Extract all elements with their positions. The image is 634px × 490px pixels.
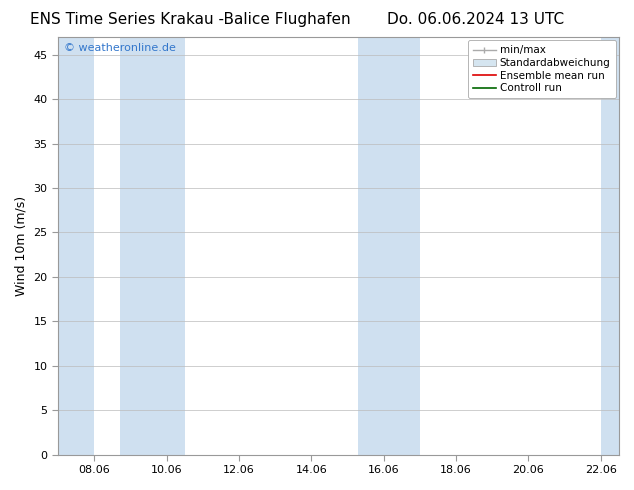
Y-axis label: Wind 10m (m/s): Wind 10m (m/s) — [15, 196, 28, 296]
Bar — [58, 37, 94, 455]
Legend: min/max, Standardabweichung, Ensemble mean run, Controll run: min/max, Standardabweichung, Ensemble me… — [467, 40, 616, 98]
Bar — [358, 37, 420, 455]
Text: © weatheronline.de: © weatheronline.de — [63, 43, 176, 53]
Text: ENS Time Series Krakau -Balice Flughafen: ENS Time Series Krakau -Balice Flughafen — [30, 12, 351, 27]
Bar — [601, 37, 619, 455]
Text: Do. 06.06.2024 13 UTC: Do. 06.06.2024 13 UTC — [387, 12, 564, 27]
Bar — [120, 37, 184, 455]
